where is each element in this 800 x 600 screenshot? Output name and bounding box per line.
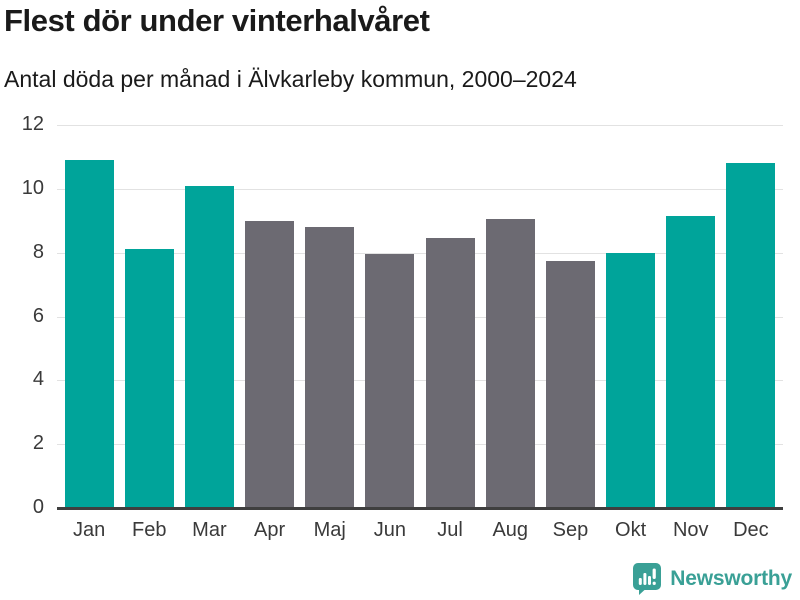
bar-aug [485, 219, 535, 508]
x-tick-label-maj: Maj [313, 519, 346, 541]
y-tick-label-2: 2 [32, 432, 44, 455]
bar-apr [245, 220, 295, 508]
gridline-10 [57, 188, 783, 190]
y-tick-label-0: 0 [32, 496, 44, 519]
gridline-4 [57, 380, 783, 382]
y-tick-label-6: 6 [32, 304, 44, 327]
gridline-6 [57, 316, 783, 318]
bar-okt [606, 252, 656, 508]
bar-dec [726, 163, 776, 508]
x-tick-label-sep: Sep [552, 519, 589, 541]
y-tick-label-4: 4 [32, 368, 44, 391]
y-tick-label-10: 10 [21, 176, 44, 199]
x-axis-line [57, 507, 783, 510]
bar-jan [64, 160, 114, 508]
bar-chart: 0 2 4 6 8 10 12 Jan Feb Mar Apr Maj Jun Jul Aug Sep Okt… [21, 113, 783, 541]
bar-jul [425, 238, 475, 508]
x-tick-label-apr: Apr [254, 519, 286, 541]
bar-feb [124, 249, 174, 508]
y-tick-label-8: 8 [32, 240, 44, 263]
bar-maj [305, 227, 355, 508]
x-tick-label-jan: Jan [72, 519, 106, 541]
gridline-12 [57, 125, 783, 126]
bar-jun [365, 254, 415, 508]
x-tick-label-nov: Nov [672, 519, 709, 541]
x-tick-label-okt: Okt [615, 519, 647, 541]
gridline-8 [57, 252, 783, 254]
x-tick-label-jul: Jul [437, 519, 463, 541]
chart-subtitle: Antal döda per månad i Älvkarleby kommun… [4, 66, 577, 92]
y-tick-label-12: 12 [21, 113, 44, 136]
x-tick-label-feb: Feb [132, 519, 167, 541]
gridline-2 [57, 444, 783, 446]
brand-name: Newsworthy [670, 566, 792, 590]
bar-sep [545, 260, 595, 508]
chart-title: Flest dör under vinterhalvåret [4, 3, 430, 38]
bar-mar [184, 185, 234, 508]
x-tick-label-mar: Mar [192, 519, 227, 541]
x-tick-label-dec: Dec [733, 519, 769, 541]
newsworthy-speech-bubble-bar-chart-icon [633, 563, 662, 595]
bar-nov [666, 215, 716, 508]
x-tick-label-jun: Jun [373, 519, 407, 541]
x-tick-label-aug: Aug [492, 519, 529, 541]
newsworthy-logo[interactable]: Newsworthy [632, 562, 792, 595]
